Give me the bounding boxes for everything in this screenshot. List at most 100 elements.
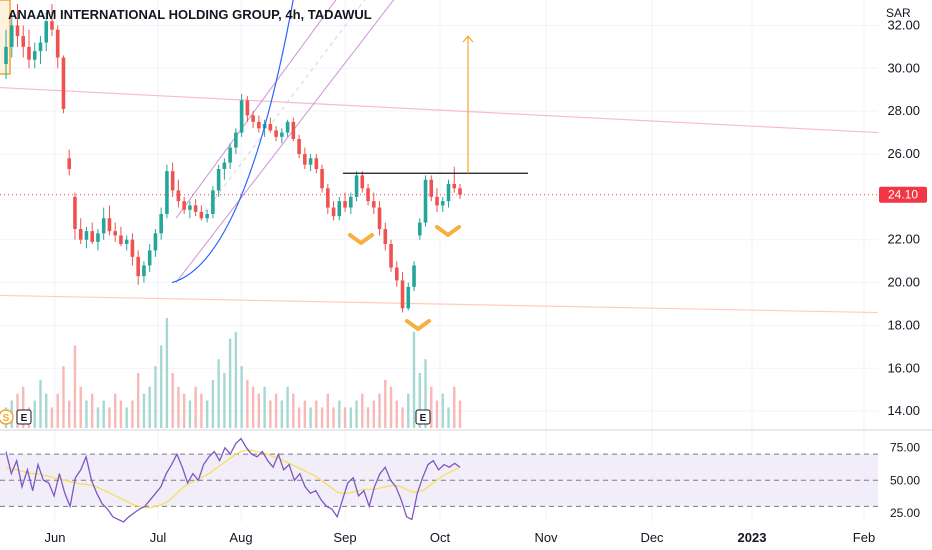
candle-body bbox=[257, 121, 261, 129]
trend-line-lower bbox=[0, 294, 879, 314]
event-badge-earnings[interactable]: E bbox=[415, 409, 431, 425]
volume-bar bbox=[378, 393, 381, 428]
volume-bar bbox=[45, 393, 48, 428]
volume-bar bbox=[22, 386, 25, 428]
last-price-badge: 24.10 bbox=[879, 186, 927, 203]
candle-body bbox=[61, 57, 66, 109]
time-tick-label: 2023 bbox=[738, 530, 767, 545]
rsi-line bbox=[5, 437, 461, 523]
channel-line-lower bbox=[175, 0, 395, 283]
chart-title: ANAAM INTERNATIONAL HOLDING GROUP, 4h, T… bbox=[8, 7, 372, 22]
candle-body bbox=[199, 211, 204, 219]
volume-bar bbox=[240, 366, 243, 428]
candle-body bbox=[27, 46, 31, 60]
volume-bar bbox=[315, 400, 318, 428]
volume-bar bbox=[39, 379, 42, 428]
volume-bar bbox=[96, 407, 100, 428]
volume-bar bbox=[108, 407, 111, 428]
volume-bar bbox=[56, 393, 59, 428]
candle-body bbox=[153, 233, 158, 251]
volume-bar bbox=[200, 393, 203, 428]
candle-body bbox=[371, 201, 376, 208]
candle-body bbox=[377, 207, 382, 229]
candle-body bbox=[67, 158, 72, 169]
candle-body bbox=[320, 169, 324, 189]
candle-body bbox=[394, 267, 399, 281]
candle-body bbox=[55, 29, 60, 58]
volume-bar bbox=[177, 386, 180, 428]
candle-body bbox=[9, 25, 14, 47]
volume-bar bbox=[50, 407, 54, 428]
candle-body bbox=[136, 256, 140, 277]
volume-bar bbox=[257, 393, 261, 428]
candle-body bbox=[211, 190, 215, 214]
svg-text:E: E bbox=[420, 413, 427, 424]
candle-body bbox=[188, 205, 192, 210]
candle-body bbox=[21, 36, 26, 47]
candle-body bbox=[251, 115, 255, 122]
pattern-marker bbox=[348, 233, 374, 245]
volume-bar bbox=[251, 386, 255, 428]
candle-body bbox=[4, 46, 8, 64]
target-arrow-head bbox=[462, 35, 474, 43]
volume-bar bbox=[246, 379, 249, 428]
candle-body bbox=[423, 179, 428, 223]
price-tick-label: 28.00 bbox=[887, 103, 920, 118]
volume-bar bbox=[280, 400, 284, 428]
event-badge-earnings[interactable]: E bbox=[16, 409, 32, 425]
volume-bar bbox=[85, 400, 88, 428]
volume-bar bbox=[68, 400, 71, 428]
price-tick-label: 16.00 bbox=[887, 360, 920, 375]
rsi-pane[interactable]: 75.00 50.00 25.00 bbox=[0, 437, 920, 523]
trend-line-upper bbox=[0, 86, 879, 134]
price-axis[interactable]: 32.00 30.00 28.00 26.00 22.00 20.00 18.00 16.00… bbox=[887, 17, 920, 418]
candle-body bbox=[349, 196, 353, 208]
volume-bar bbox=[412, 331, 416, 428]
price-tick-label: 30.00 bbox=[887, 60, 920, 75]
candle-body bbox=[142, 265, 146, 277]
candle-body bbox=[429, 179, 434, 197]
volume-bar bbox=[435, 400, 439, 428]
rsi-tick-label: 75.00 bbox=[890, 441, 920, 455]
volume-bar bbox=[102, 400, 105, 428]
candles[interactable] bbox=[4, 4, 462, 313]
candle-body bbox=[383, 229, 388, 244]
grid-lines bbox=[0, 0, 878, 522]
time-tick-label: Nov bbox=[534, 530, 558, 545]
candle-body bbox=[15, 25, 20, 37]
volume-bar bbox=[424, 359, 427, 428]
volume-bar bbox=[430, 386, 433, 428]
candle-body bbox=[406, 286, 411, 309]
candle-body bbox=[234, 132, 238, 148]
rsi-tick-label: 50.00 bbox=[890, 473, 920, 487]
volume-bar bbox=[407, 393, 410, 428]
candle-body bbox=[452, 184, 457, 189]
volume-bar bbox=[136, 373, 140, 428]
volume-bar bbox=[366, 407, 370, 428]
time-axis[interactable]: Jun Jul Aug Sep Oct Nov Dec 2023 Feb bbox=[45, 530, 876, 545]
candle-body bbox=[38, 42, 43, 52]
pattern-marker bbox=[405, 319, 431, 331]
event-badge-split[interactable]: S bbox=[0, 409, 14, 425]
candle-body bbox=[119, 235, 123, 244]
candle-body bbox=[440, 201, 445, 206]
volume-bar bbox=[211, 379, 215, 428]
volume-bar bbox=[297, 407, 301, 428]
volume-bar bbox=[372, 400, 375, 428]
volume-bar bbox=[113, 393, 117, 428]
volume-bar bbox=[263, 386, 266, 428]
pattern-marker bbox=[435, 225, 461, 237]
candle-body bbox=[314, 158, 319, 169]
time-tick-label: Aug bbox=[229, 530, 252, 545]
candle-body bbox=[176, 190, 181, 202]
volume-bar bbox=[343, 407, 347, 428]
price-tick-label: 22.00 bbox=[887, 232, 920, 247]
time-tick-label: Sep bbox=[333, 530, 356, 545]
candle-body bbox=[239, 100, 244, 133]
candle-body bbox=[326, 188, 330, 208]
time-tick-label: Jul bbox=[150, 530, 167, 545]
volume-bar bbox=[62, 366, 65, 428]
candle-body bbox=[297, 139, 301, 154]
volume-bar bbox=[326, 393, 330, 428]
